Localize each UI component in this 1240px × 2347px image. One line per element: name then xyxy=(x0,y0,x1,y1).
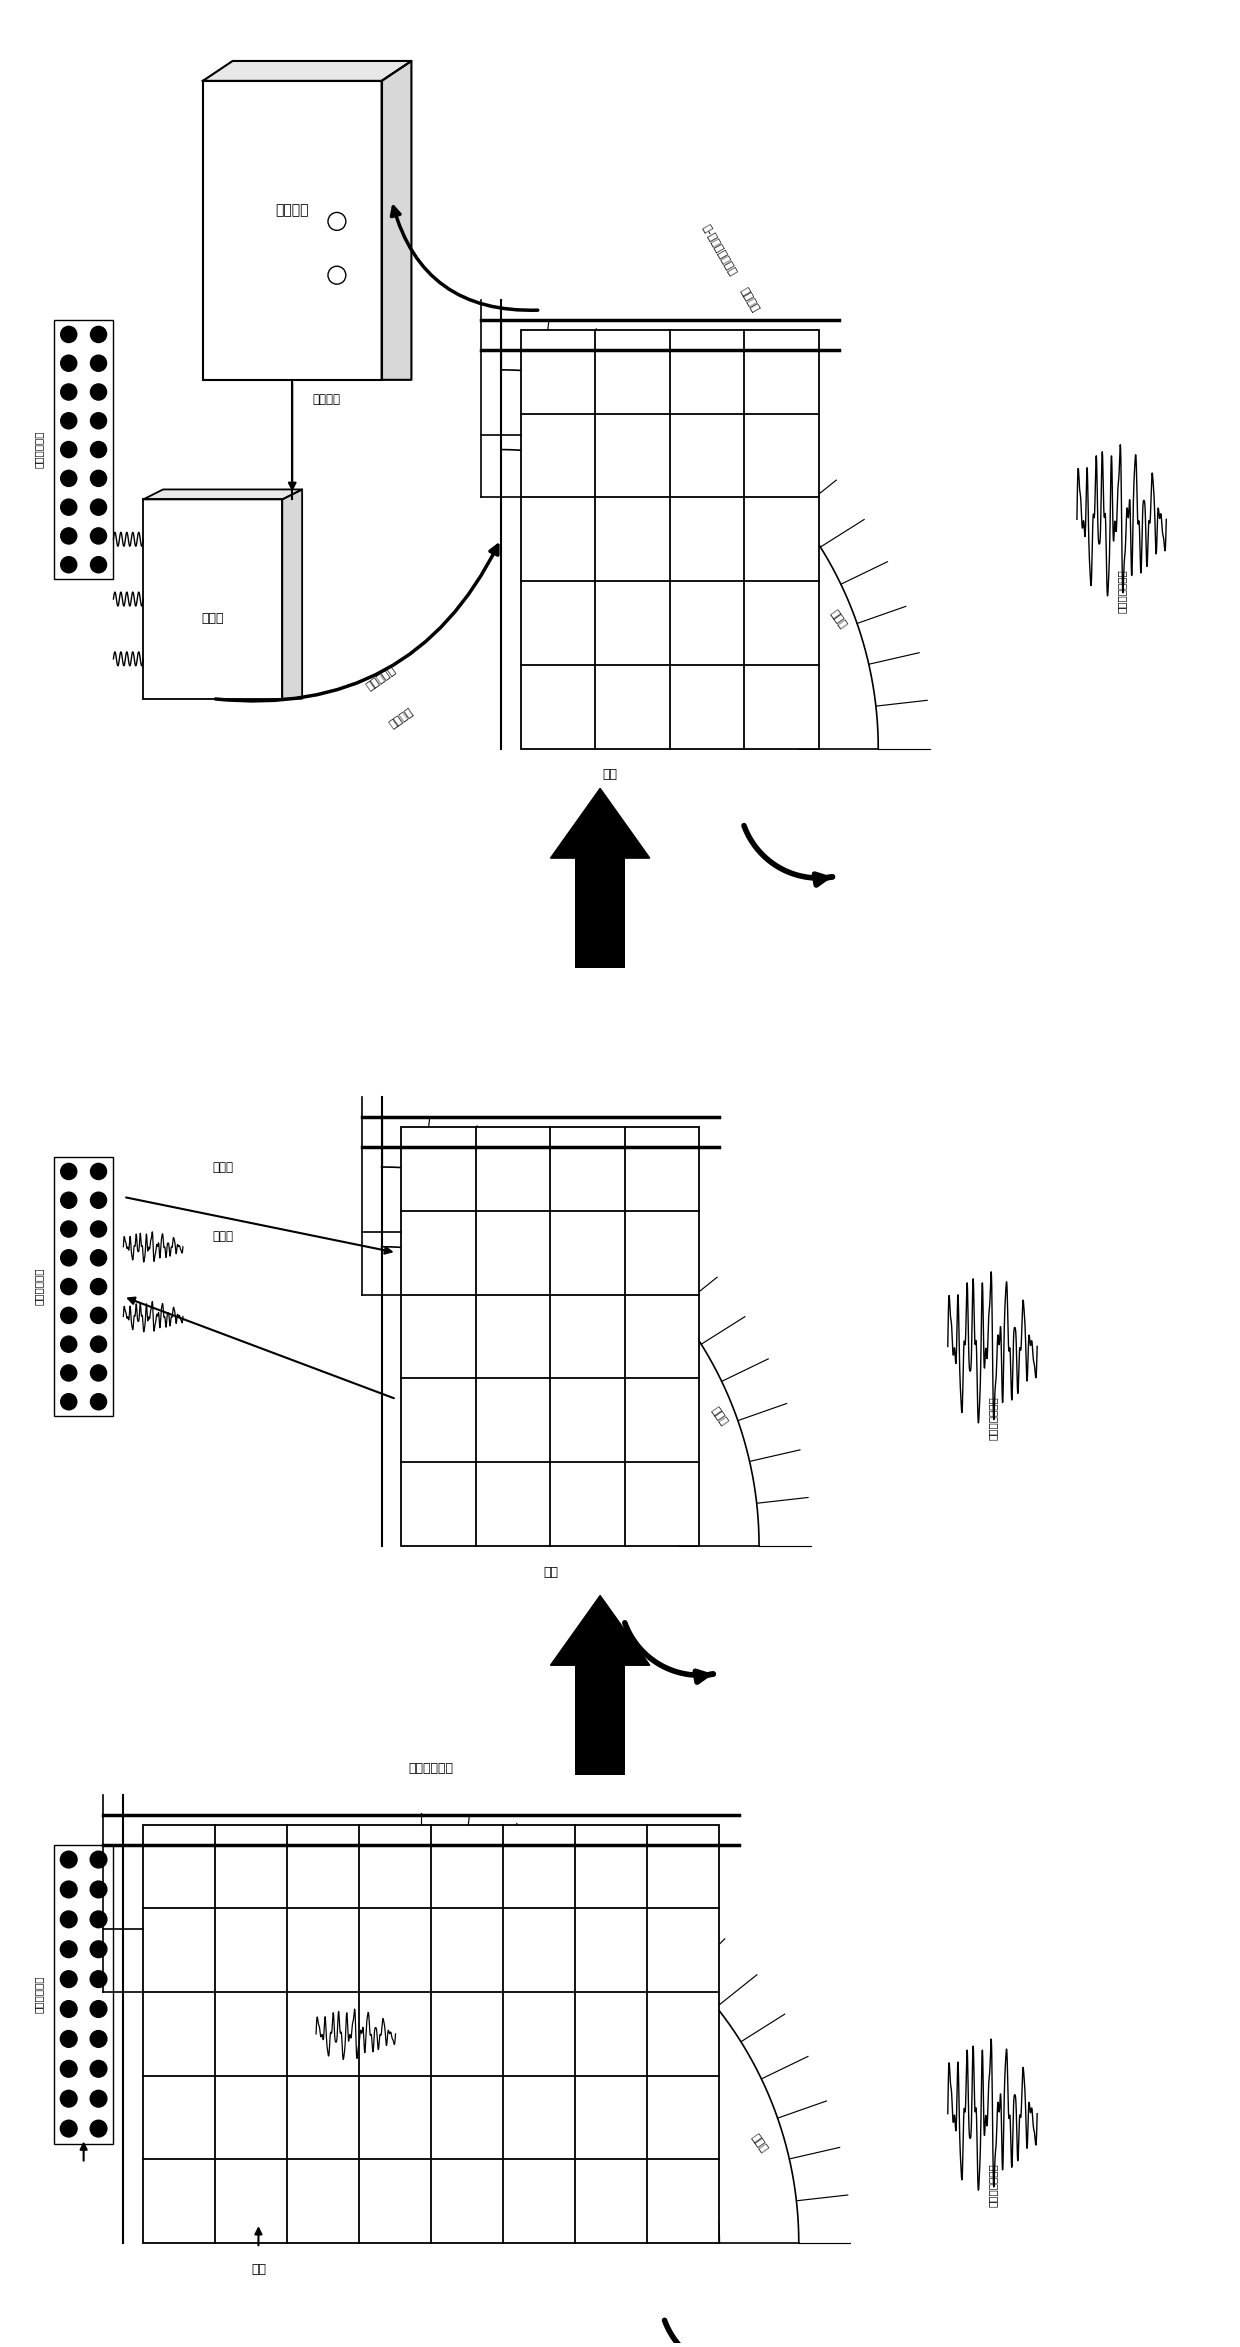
Circle shape xyxy=(91,2030,107,2047)
Bar xyxy=(203,80,382,380)
Circle shape xyxy=(61,1880,77,1899)
Circle shape xyxy=(61,1394,77,1411)
Circle shape xyxy=(91,354,107,371)
Circle shape xyxy=(91,469,107,486)
Circle shape xyxy=(61,2000,77,2018)
Text: 层状土: 层状土 xyxy=(709,1406,729,1427)
Circle shape xyxy=(61,2061,77,2077)
Text: 试验子结构: 试验子结构 xyxy=(365,664,398,692)
Bar xyxy=(53,1157,113,1415)
Circle shape xyxy=(91,500,107,516)
Text: 加速度输入激励: 加速度输入激励 xyxy=(1116,570,1127,613)
Circle shape xyxy=(91,528,107,545)
Circle shape xyxy=(61,2119,77,2138)
Circle shape xyxy=(61,2091,77,2108)
Circle shape xyxy=(91,1366,107,1380)
Circle shape xyxy=(91,1394,107,1411)
Circle shape xyxy=(61,500,77,516)
Circle shape xyxy=(61,1971,77,1988)
Text: 整体结构体系: 整体结构体系 xyxy=(409,1763,454,1774)
Circle shape xyxy=(61,1910,77,1927)
Text: 结果输出: 结果输出 xyxy=(388,706,415,730)
Circle shape xyxy=(91,413,107,430)
Circle shape xyxy=(91,1279,107,1296)
Text: 结构: 结构 xyxy=(543,1565,558,1580)
Circle shape xyxy=(61,1366,77,1380)
Circle shape xyxy=(91,1880,107,1899)
Polygon shape xyxy=(551,789,650,859)
Text: 界面力: 界面力 xyxy=(212,1159,233,1174)
Circle shape xyxy=(91,1971,107,1988)
Text: 消能减震装置: 消能减震装置 xyxy=(33,1267,43,1305)
Circle shape xyxy=(91,1307,107,1324)
Polygon shape xyxy=(203,61,412,80)
Circle shape xyxy=(91,2119,107,2138)
Circle shape xyxy=(61,528,77,545)
Circle shape xyxy=(61,1164,77,1181)
Circle shape xyxy=(91,385,107,399)
Text: 加速度输入激励: 加速度输入激励 xyxy=(987,2164,997,2206)
Polygon shape xyxy=(551,1596,650,1666)
Circle shape xyxy=(91,2000,107,2018)
Circle shape xyxy=(91,1164,107,1181)
Bar xyxy=(144,1824,719,2244)
Circle shape xyxy=(91,1249,107,1265)
Text: 界面力: 界面力 xyxy=(212,1230,233,1244)
Circle shape xyxy=(61,1307,77,1324)
Text: 消能减震装置: 消能减震装置 xyxy=(33,432,43,469)
Circle shape xyxy=(61,1852,77,1868)
Circle shape xyxy=(91,441,107,458)
Circle shape xyxy=(91,1192,107,1209)
Polygon shape xyxy=(144,491,303,500)
Text: 振动台: 振动台 xyxy=(202,613,224,627)
Bar xyxy=(402,1127,699,1547)
Bar xyxy=(575,859,625,967)
Text: 控制系统: 控制系统 xyxy=(275,204,309,218)
Bar xyxy=(144,500,283,699)
Circle shape xyxy=(61,1249,77,1265)
Circle shape xyxy=(61,413,77,430)
Circle shape xyxy=(61,2030,77,2047)
Text: 调整反馈: 调整反馈 xyxy=(312,394,340,406)
Circle shape xyxy=(91,556,107,573)
Circle shape xyxy=(91,1335,107,1352)
Text: 层状土: 层状土 xyxy=(828,608,848,629)
Circle shape xyxy=(61,556,77,573)
Bar xyxy=(53,1845,113,2143)
Text: 结构: 结构 xyxy=(603,767,618,782)
Circle shape xyxy=(61,1335,77,1352)
Circle shape xyxy=(91,326,107,343)
Circle shape xyxy=(61,1220,77,1237)
Text: 上-结构分析了结构: 上-结构分析了结构 xyxy=(701,223,738,277)
Bar xyxy=(575,1666,625,1774)
Circle shape xyxy=(91,2061,107,2077)
Polygon shape xyxy=(283,491,303,699)
Circle shape xyxy=(61,1279,77,1296)
Text: 层状土: 层状土 xyxy=(749,2133,769,2155)
Circle shape xyxy=(91,2091,107,2108)
Circle shape xyxy=(61,1192,77,1209)
Circle shape xyxy=(61,469,77,486)
Circle shape xyxy=(91,1910,107,1927)
Text: 结构: 结构 xyxy=(250,2263,265,2277)
Circle shape xyxy=(91,1220,107,1237)
Text: 加速度输入激励: 加速度输入激励 xyxy=(987,1396,997,1441)
Circle shape xyxy=(61,441,77,458)
Circle shape xyxy=(91,1941,107,1957)
Bar xyxy=(53,319,113,580)
Circle shape xyxy=(61,354,77,371)
Text: 消能减震装置: 消能减震装置 xyxy=(33,1976,43,2014)
Text: 结果输出: 结果输出 xyxy=(738,286,760,314)
Polygon shape xyxy=(382,61,412,380)
Circle shape xyxy=(61,326,77,343)
Bar xyxy=(521,331,818,749)
Circle shape xyxy=(61,385,77,399)
Circle shape xyxy=(91,1852,107,1868)
Circle shape xyxy=(61,1941,77,1957)
